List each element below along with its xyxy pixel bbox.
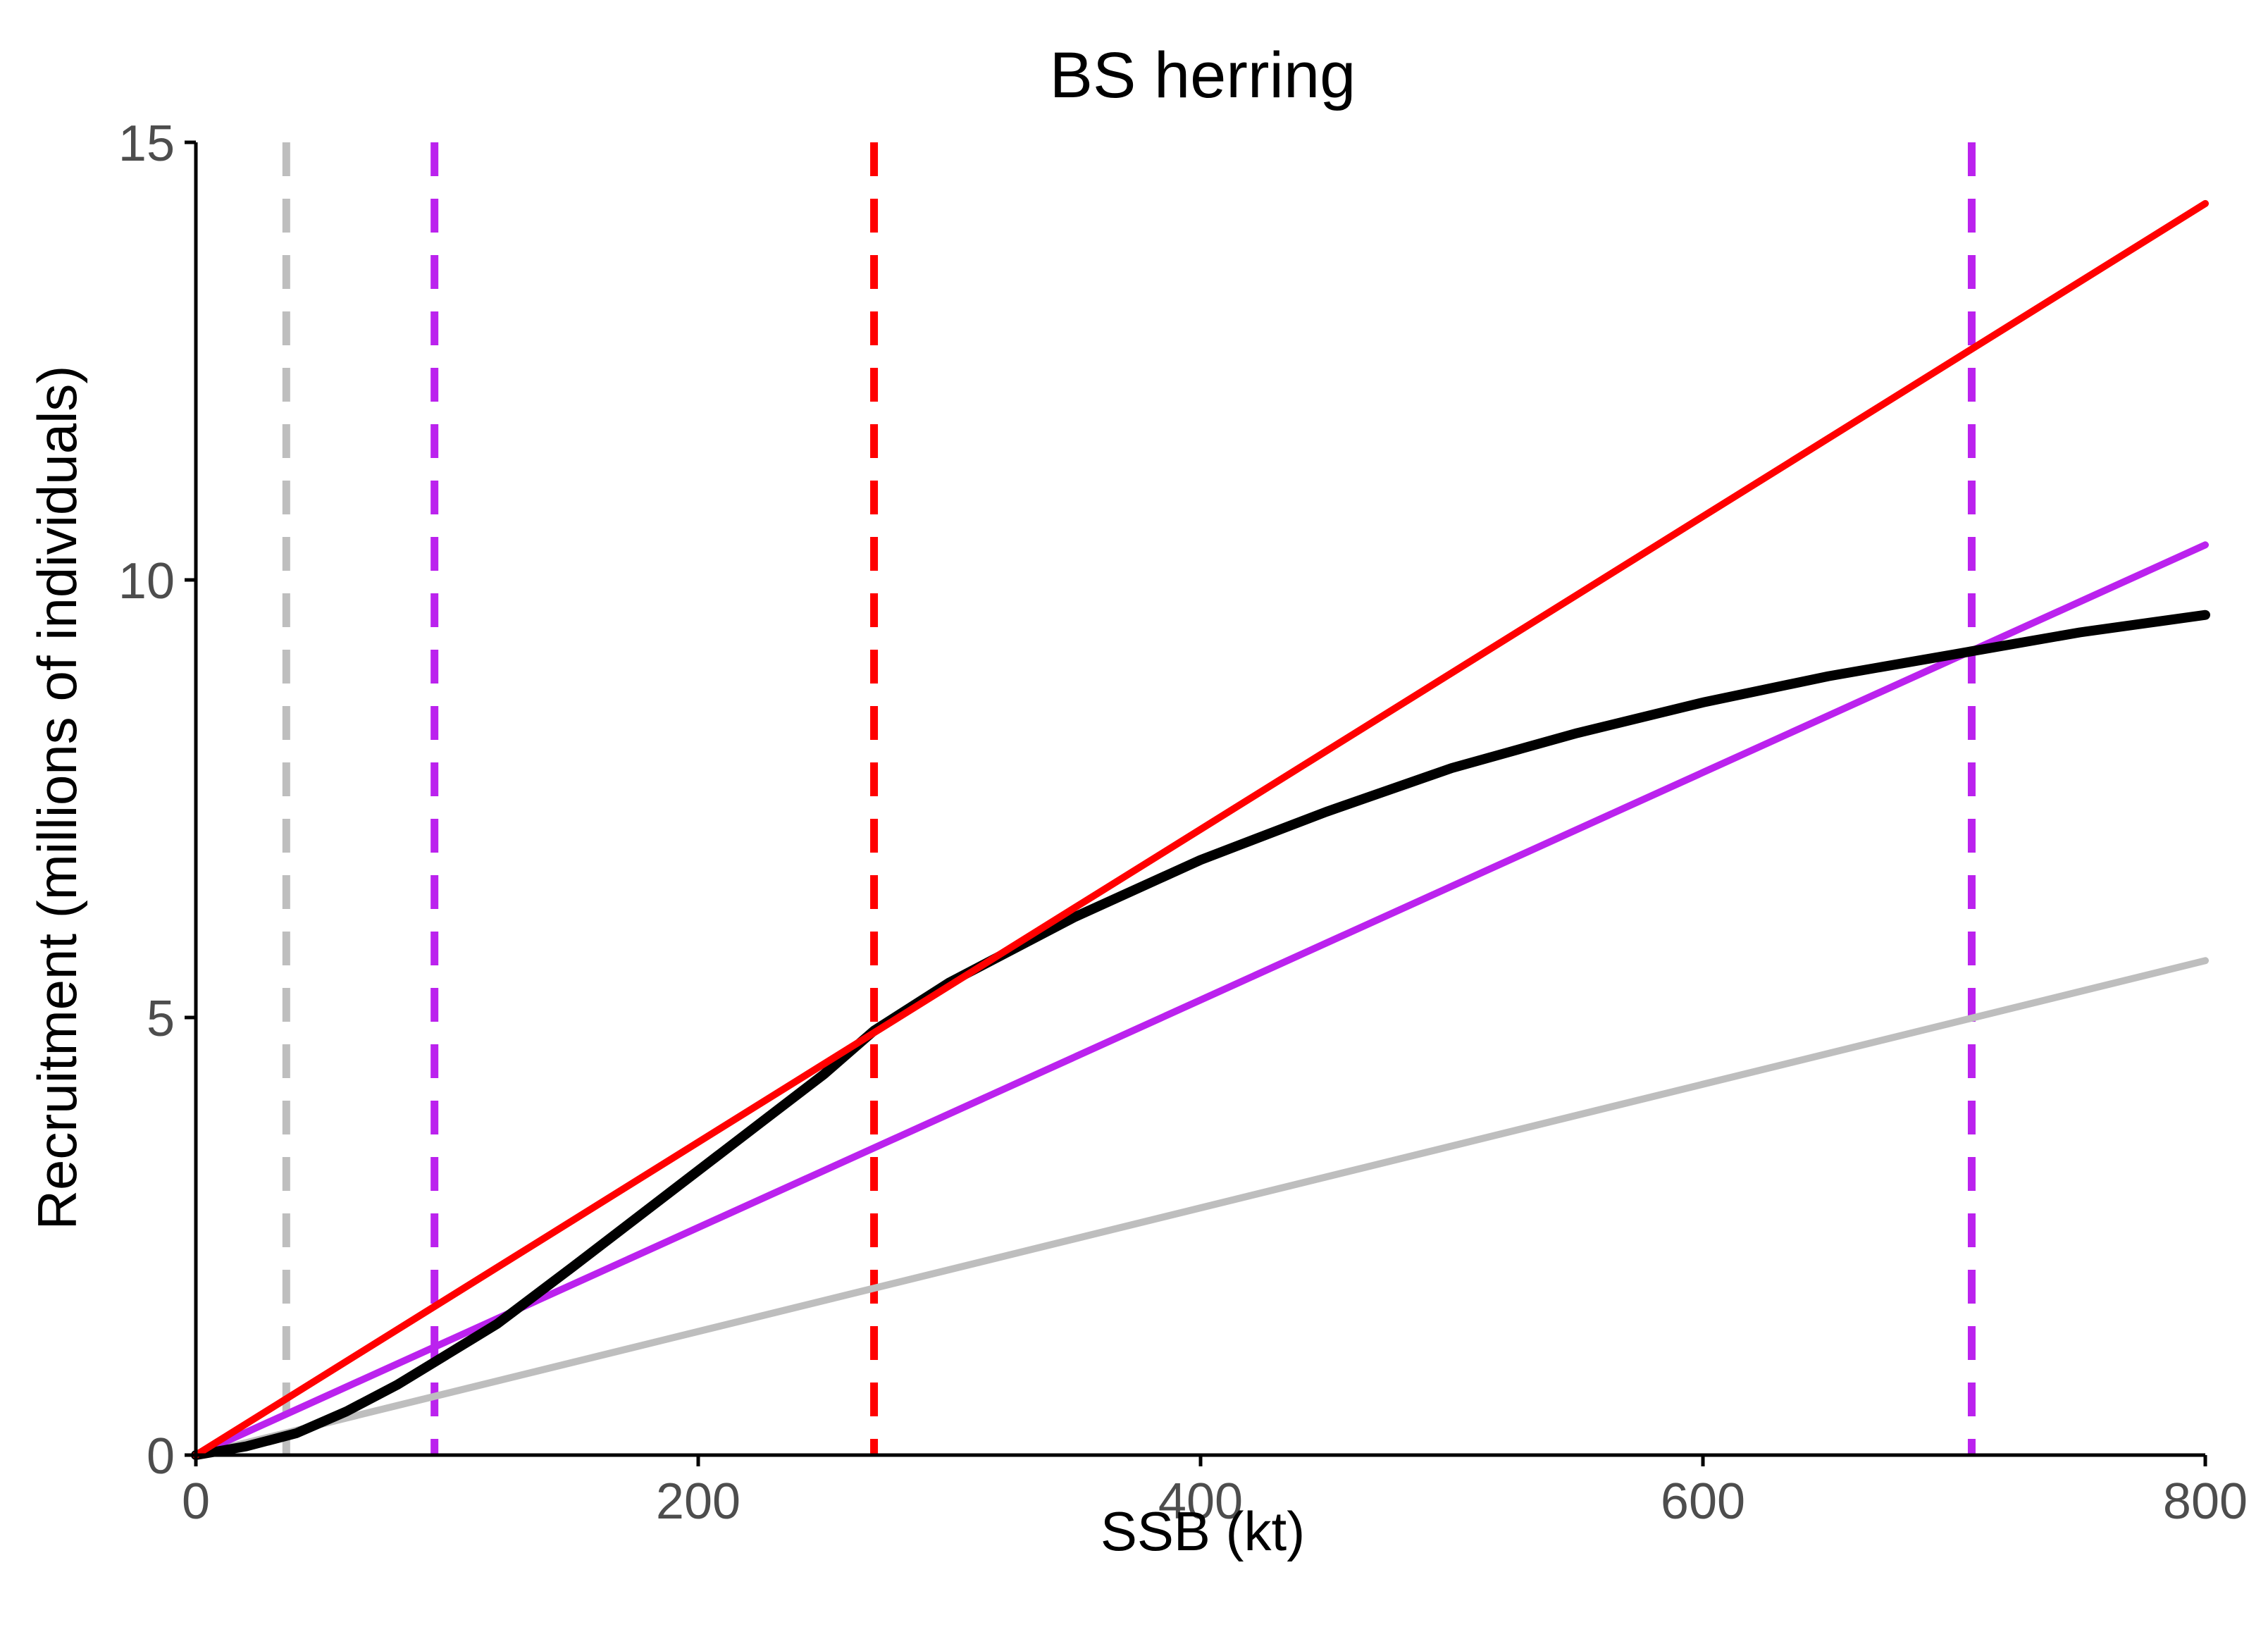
y-tick-label-1: 5: [147, 991, 175, 1047]
chart-title: BS herring: [1050, 39, 1356, 111]
plot-area: [191, 142, 2210, 1460]
x-tick-label-1: 200: [656, 1473, 740, 1530]
x-axis-ticks: 0 200 400 600 800: [182, 1455, 2248, 1530]
x-tick-label-2: 400: [1158, 1473, 1243, 1530]
x-tick-label-0: 0: [182, 1473, 210, 1530]
x-axis-title: SSB (kt): [1101, 1500, 1305, 1562]
x-tick-label-4: 800: [2163, 1473, 2248, 1530]
y-axis-title: Recruitment (millions of individuals): [26, 366, 88, 1230]
series-line-0: [191, 610, 2210, 1460]
series-line-1: [192, 199, 2209, 1459]
x-tick-label-3: 600: [1661, 1473, 1745, 1530]
y-tick-label-3: 15: [118, 116, 175, 172]
series-line-3: [192, 957, 2209, 1459]
y-axis-ticks: 0 5 10 15: [118, 116, 196, 1485]
y-tick-label-2: 10: [118, 553, 175, 610]
y-tick-label-0: 0: [147, 1428, 175, 1485]
